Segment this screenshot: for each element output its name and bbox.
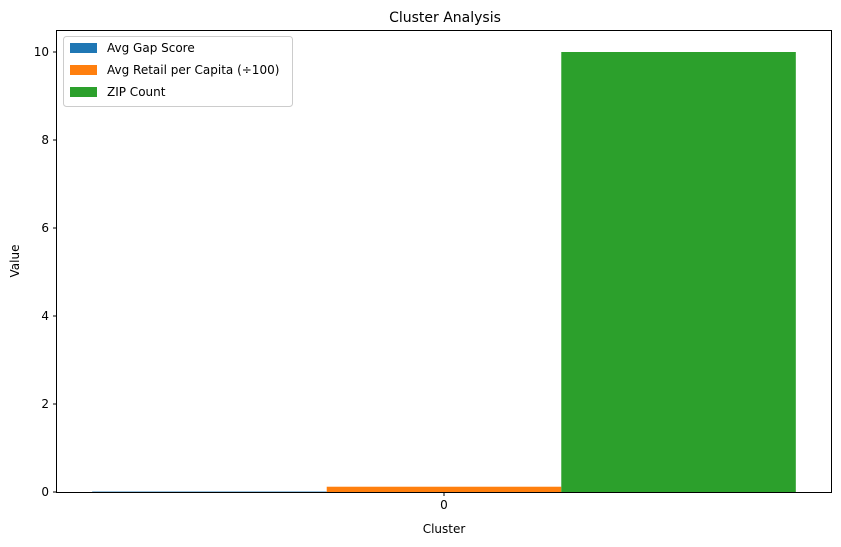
x-axis-title: Cluster <box>423 522 466 536</box>
y-tick-label: 8 <box>41 133 49 147</box>
y-tick-label: 4 <box>41 309 49 323</box>
legend-swatch <box>70 43 97 53</box>
x-tick-label: 0 <box>440 498 448 512</box>
bar-zip-count-cluster-0 <box>561 52 796 492</box>
x-axis: 0 <box>440 492 448 512</box>
legend-label: Avg Gap Score <box>107 41 195 55</box>
legend-swatch <box>70 65 97 75</box>
legend-label: ZIP Count <box>107 85 166 99</box>
legend-swatch <box>70 87 97 97</box>
bar-avg-retail-per-capita-100-cluster-0 <box>326 486 562 492</box>
y-tick-label: 6 <box>41 221 49 235</box>
legend-items: Avg Gap Score Avg Retail per Capita (÷100… <box>70 41 279 99</box>
bars-layer <box>92 52 796 492</box>
legend-label: Avg Retail per Capita (÷100) <box>107 63 279 77</box>
legend: Avg Gap Score Avg Retail per Capita (÷100… <box>63 36 293 107</box>
y-tick-label: 10 <box>34 45 49 59</box>
legend-frame <box>63 36 293 107</box>
y-axis-title: Value <box>8 245 22 278</box>
y-tick-label: 0 <box>41 485 49 499</box>
y-axis: 0 2 4 6 8 10 <box>34 45 57 499</box>
chart-title: Cluster Analysis <box>389 10 501 26</box>
y-tick-label: 2 <box>41 397 49 411</box>
